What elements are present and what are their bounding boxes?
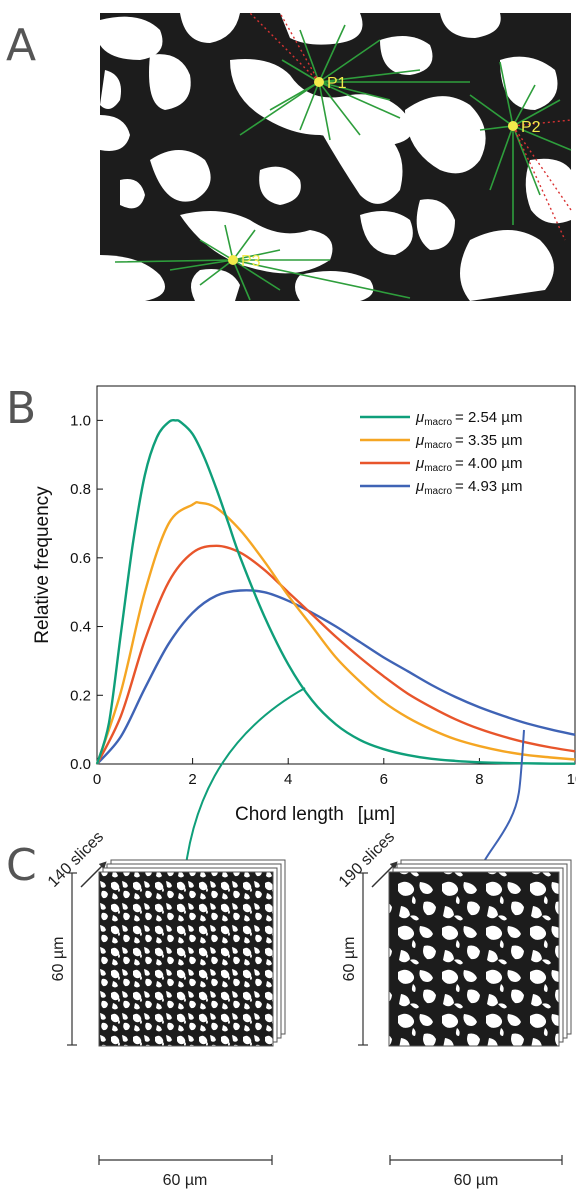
y-tick-label: 0.8 xyxy=(70,481,91,498)
panel-c-letter: C xyxy=(6,840,37,891)
legend-subscript: macro xyxy=(424,440,452,451)
point-p1-label: P1 xyxy=(327,75,347,92)
x-axis-title-text: Chord length xyxy=(235,804,344,825)
stack-2-width-label: 60 µm xyxy=(454,1172,499,1189)
legend-label: μmacro = 4.93 µm xyxy=(415,478,522,497)
stack-2-height-label: 60 µm xyxy=(341,937,358,982)
point-p1: P1 xyxy=(314,75,347,92)
y-tick-label: 0.4 xyxy=(70,619,91,636)
legend-label: μmacro = 3.35 µm xyxy=(415,432,522,451)
legend-value: = 4.00 µm xyxy=(455,455,522,472)
series-line-2-54 xyxy=(95,418,575,765)
stack-1-slices-label: 140 slices xyxy=(45,828,107,890)
stack-1: 140 slices 60 µm 60 µm xyxy=(45,828,286,1189)
chord-rays-dotted xyxy=(249,12,572,241)
legend-value: = 2.54 µm xyxy=(455,409,522,426)
x-tick-label: 2 xyxy=(188,771,196,788)
y-axis-title: Relative frequency xyxy=(32,486,53,644)
series-line-3-35 xyxy=(95,501,576,765)
plot-frame xyxy=(96,385,576,765)
legend-subscript: macro xyxy=(424,463,452,474)
y-tick-label: 0.0 xyxy=(70,756,91,773)
point-p3: P3 xyxy=(228,253,261,270)
legend-symbol: μ xyxy=(415,409,424,426)
y-tick-label: 1.0 xyxy=(70,412,91,429)
y-tick-label: 0.6 xyxy=(70,550,91,567)
x-tick-label: 8 xyxy=(475,771,483,788)
legend-entry: μmacro = 3.35 µm xyxy=(360,432,522,451)
y-tick-label: 0.2 xyxy=(70,687,91,704)
x-tick-label: 10 xyxy=(567,771,576,788)
micrograph-a: P1 P2 P3 xyxy=(100,12,572,301)
legend-entry: μmacro = 4.00 µm xyxy=(360,455,522,474)
point-p2-label: P2 xyxy=(521,119,541,136)
stack-1-width-label: 60 µm xyxy=(163,1172,208,1189)
x-tick-label: 4 xyxy=(284,771,292,788)
y-axis: 0.0 0.2 0.4 0.6 0.8 1.0 xyxy=(70,412,103,773)
series-line-4-93 xyxy=(96,589,576,765)
legend-label: μmacro = 4.00 µm xyxy=(415,455,522,474)
point-p3-marker xyxy=(228,255,238,265)
point-p3-label: P3 xyxy=(241,253,261,270)
chord-rays-green xyxy=(114,24,572,301)
point-p2: P2 xyxy=(508,119,541,136)
stack-1-depth-arrow xyxy=(80,861,107,888)
stack-2-slice-front xyxy=(388,871,560,1047)
x-axis: 0 2 4 6 8 10 xyxy=(93,758,576,788)
series-line-4-00 xyxy=(95,544,576,765)
legend-label: μmacro = 2.54 µm xyxy=(415,409,522,428)
legend-entry: μmacro = 2.54 µm xyxy=(360,409,522,428)
legend-subscript: macro xyxy=(424,486,452,497)
legend-subscript: macro xyxy=(424,417,452,428)
panel-a-letter: A xyxy=(6,20,36,71)
stack-1-height-label: 60 µm xyxy=(50,937,67,982)
legend-symbol: μ xyxy=(415,478,424,495)
legend-entry: μmacro = 4.93 µm xyxy=(360,478,522,497)
stack-2-depth-arrow xyxy=(371,861,398,888)
x-tick-label: 6 xyxy=(380,771,388,788)
x-tick-label: 0 xyxy=(93,771,101,788)
point-p2-marker xyxy=(508,121,518,131)
legend-value: = 3.35 µm xyxy=(455,432,522,449)
legend-symbol: μ xyxy=(415,455,424,472)
x-axis-unit: [µm] xyxy=(358,804,395,825)
panel-b-letter: B xyxy=(6,383,36,434)
chord-length-chart: 0.00.20.40.60.81.0 0246810 μmacro= 2.54 … xyxy=(32,385,576,825)
point-p1-marker xyxy=(314,77,324,87)
stack-2: 190 slices 60 µm 60 µm xyxy=(336,828,572,1189)
legend-symbol: μ xyxy=(415,432,424,449)
stack-1-slice-front xyxy=(98,871,274,1047)
series-lines xyxy=(95,418,576,765)
legend-value: = 4.93 µm xyxy=(455,478,522,495)
x-axis-title: Chord length [µm] xyxy=(235,804,395,825)
micrograph-pores xyxy=(100,13,571,301)
